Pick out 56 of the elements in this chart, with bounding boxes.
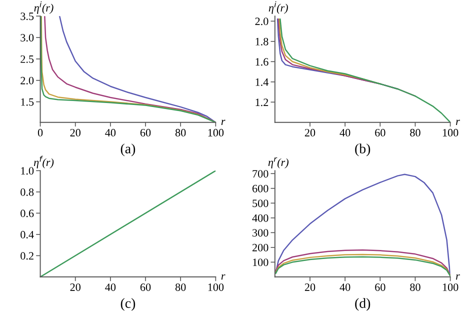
y-tick-label: 1.0: [21, 167, 34, 175]
y-tick-label: 700: [252, 170, 268, 178]
y-tick-label: 1.8: [256, 38, 268, 46]
y-tick-label: 1.5: [21, 98, 34, 106]
x-tick-label: 40: [340, 283, 350, 291]
y-tick-label: 500: [252, 200, 268, 208]
x-tick-label: 40: [340, 128, 350, 136]
text: (b): [355, 144, 370, 156]
y-tick-label: 1.2: [256, 98, 268, 106]
y-tick-label: 0.8: [20, 188, 34, 196]
y-tick-label: 200: [252, 244, 268, 252]
y-tick-label: 1.6: [256, 58, 268, 66]
x-tick-label: 100: [208, 283, 224, 291]
x-tick-label: 40: [105, 283, 116, 291]
y-axis-title: η$^{i}$(r): [268, 1, 288, 14]
x-tick-label: 60: [375, 283, 386, 291]
y-tick-label: 600: [252, 184, 268, 192]
line-series: [280, 18, 450, 122]
text: (d): [355, 298, 370, 311]
y-tick-label: 3.5: [20, 12, 34, 20]
x-axis-title: r: [456, 274, 460, 280]
x-tick-label: 20: [304, 283, 316, 291]
x-tick-label: 100: [208, 128, 224, 136]
y-tick-label: 300: [252, 229, 268, 237]
y-tick-label: 0.2: [20, 252, 34, 260]
y-axis-title: η$^{f}$(r): [34, 156, 54, 168]
x-tick-label: 60: [375, 128, 386, 136]
y-axis-title: η$^{r}$(r): [268, 157, 288, 168]
x-tick-label: 100: [442, 128, 458, 136]
y-tick-label: 0.4: [20, 230, 34, 238]
y-tick-label: 2.0: [20, 76, 34, 84]
x-tick-label: 0: [38, 128, 43, 136]
text: (a): [120, 144, 136, 156]
x-tick-label: 100: [442, 283, 458, 291]
x-tick-label: 20: [70, 283, 80, 291]
y-tick-label: 400: [252, 214, 268, 222]
x-tick-label: 60: [140, 283, 151, 291]
x-axis-title: r: [456, 120, 460, 126]
x-tick-label: 80: [410, 283, 420, 291]
y-axis-title: η$^{i}$(r): [34, 1, 54, 14]
y-tick-label: 2.0: [255, 18, 268, 26]
x-tick-label: 80: [410, 128, 420, 136]
y-tick-label: 1.4: [256, 78, 268, 86]
x-tick-label: 80: [175, 283, 186, 291]
x-tick-label: 40: [105, 128, 116, 136]
x-tick-label: 80: [175, 128, 186, 136]
x-axis-title: r: [221, 274, 226, 280]
x-tick-label: 20: [304, 128, 316, 136]
y-tick-label: 0.6: [20, 210, 34, 218]
x-tick-label: 60: [140, 128, 151, 136]
x-tick-label: 20: [70, 128, 80, 136]
y-tick-label: 100: [252, 258, 268, 266]
y-tick-label: 2.5: [20, 55, 34, 63]
x-axis-title: r: [221, 120, 226, 126]
y-tick-label: 3.0: [20, 34, 34, 42]
text: (c): [120, 298, 136, 311]
